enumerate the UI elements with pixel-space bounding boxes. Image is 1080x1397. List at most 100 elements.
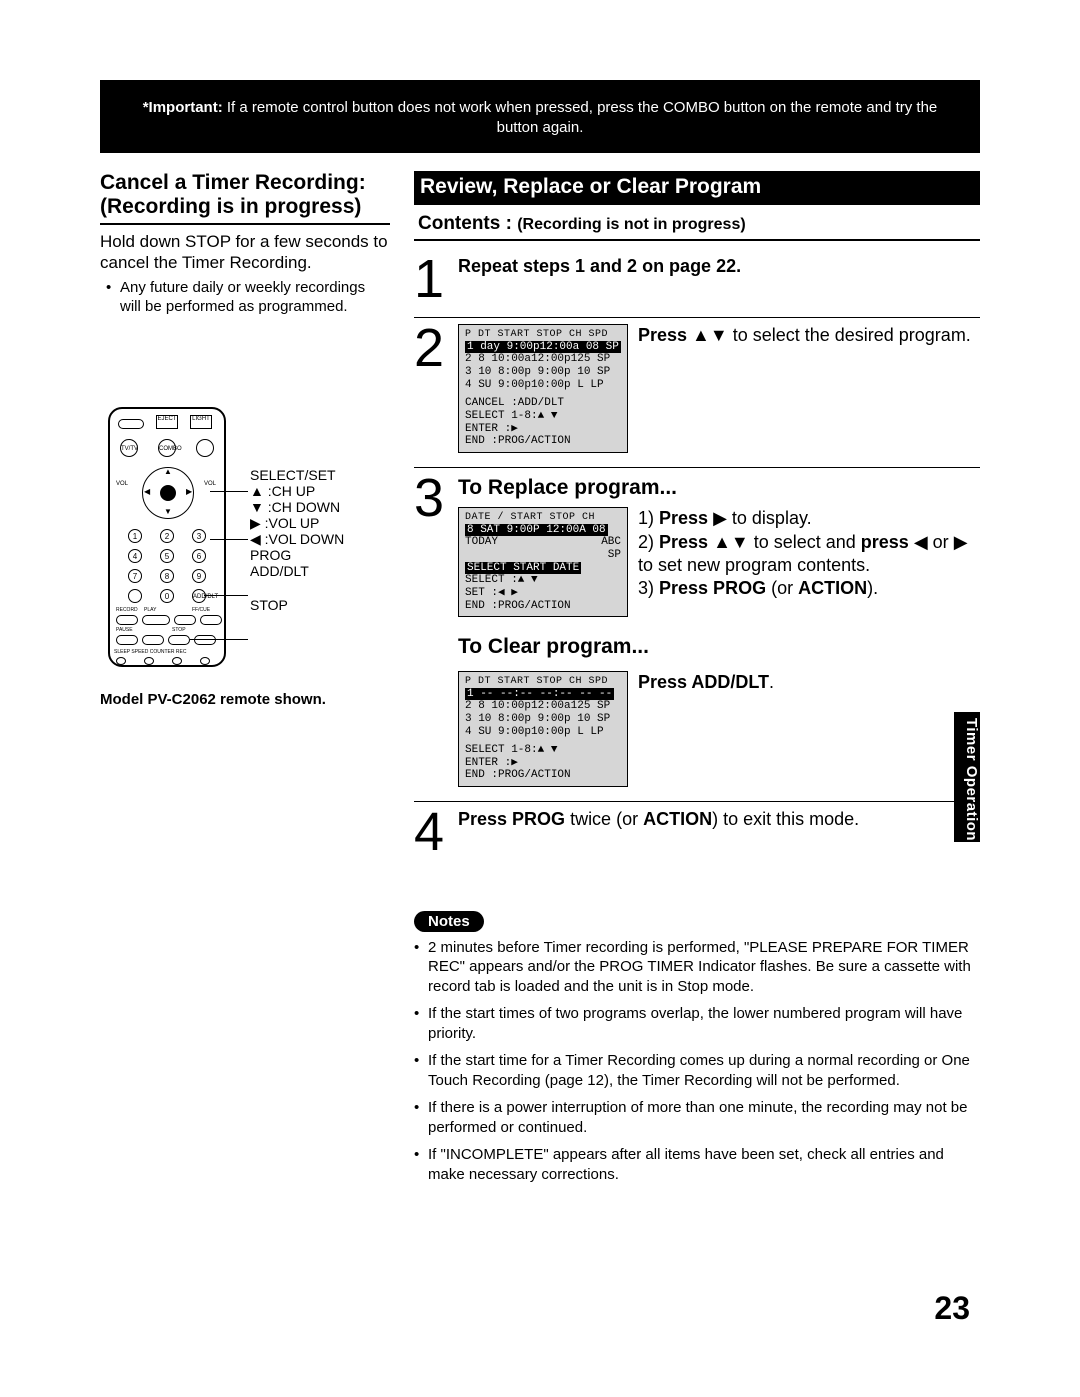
s3-2a: 2) [638,532,659,552]
cancel-bullet-1: Any future daily or weekly recordings wi… [106,279,390,317]
s3-1a: 1) [638,508,659,528]
osd3-sp: SP [465,549,621,562]
s4-t2: ) to exit this mode. [712,809,859,829]
osd2-sel: 1 day 9:00p12:00a 08 SP [465,341,621,354]
review-heading-main: Review, Replace or Clear Program [414,171,980,205]
osd2-r2: 2 8 10:00a12:00p125 SP [465,353,621,366]
step-3-text: 1) Press ▶ to display. 2) Press ▲▼ to se… [638,507,980,617]
notes-label: Notes [414,911,484,932]
page-number: 23 [934,1290,970,1327]
important-banner: *Important: If a remote control button d… [100,80,980,153]
callout-select-set: SELECT/SET [250,467,344,483]
s3-3b: Press PROG [659,578,771,598]
remote-illustration: EJECT LIGHT TV/TV COMBO ▲ ▼ ◀ ▶ VOL VOL [100,407,390,667]
osd2-hdr: P DT START STOP CH SPD [465,329,621,341]
callout-stop: STOP [250,597,288,613]
important-label: *Important: [143,99,223,116]
step-2-rest: to select the desired program. [728,325,971,345]
s3-3d: ACTION [798,578,867,598]
remote-body: EJECT LIGHT TV/TV COMBO ▲ ▼ ◀ ▶ VOL VOL [108,407,226,667]
note-1: 2 minutes before Timer recording is perf… [414,938,980,997]
osd3-hdr: DATE / START STOP CH [465,512,621,524]
s4-b3: ACTION [643,809,712,829]
s4-b2: (or [616,809,643,829]
remote-callouts: SELECT/SET ▲ :CH UP ▼ :CH DOWN ▶ :VOL UP… [250,467,344,547]
s3-2c: to select and [749,532,861,552]
s3-2b: Press [659,532,713,552]
manual-page: *Important: If a remote control button d… [0,0,1080,1397]
note-4: If there is a power interruption of more… [414,1098,980,1137]
cancel-bullets: Any future daily or weekly recordings wi… [106,279,390,317]
callout-vol-up: ▶ :VOL UP [250,515,344,531]
cancel-heading-l2: (Recording is in progress) [100,195,361,218]
clear-text: Press ADD/DLT. [638,671,980,787]
osdc-l3: END :PROG/ACTION [465,769,621,782]
remote-callouts-3: STOP [250,597,288,613]
s3-3e: ). [867,578,878,598]
osd2-l3: ENTER :▶ [465,423,621,436]
step-2: 2 P DT START STOP CH SPD 1 day 9:00p12:0… [414,318,980,468]
clear-dot: . [769,672,774,692]
osdc-hdr: P DT START STOP CH SPD [465,676,621,688]
osd3-ssd: SELECT START DATE [465,562,581,575]
step-3: 3 To Replace program... DATE / START STO… [414,468,980,621]
s4-b1: Press PROG [458,809,570,829]
step-2-num: 2 [414,324,458,373]
s3-2d: press [861,532,914,552]
clear-press: Press ADD/DLT [638,672,769,692]
important-text: If a remote control button does not work… [223,99,938,136]
osd3-l1: SELECT :▲ ▼ [465,574,621,587]
note-3: If the start time for a Timer Recording … [414,1051,980,1090]
model-caption: Model PV-C2062 remote shown. [100,691,390,708]
osdc-r4: 4 SU 9:00p10:00p L LP [465,726,621,739]
notes-list: 2 minutes before Timer recording is perf… [414,938,980,1185]
left-column: Cancel a Timer Recording: (Recording is … [100,171,390,1193]
step-4-text: Press PROG twice (or ACTION) to exit thi… [458,808,980,831]
callout-prog: PROG [250,547,309,563]
osd2-l1: CANCEL :ADD/DLT [465,397,621,410]
s3-1b: Press [659,508,713,528]
osdc-r3: 3 10 8:00p 9:00p 10 SP [465,713,621,726]
osdc-l1: SELECT 1-8:▲ ▼ [465,744,621,757]
clear-heading: To Clear program... [458,635,980,659]
review-heading-sub: Contents : (Recording is not in progress… [418,213,746,234]
callout-ch-down: ▼ :CH DOWN [250,499,344,515]
osd3-l2: SET :◀ ▶ [465,587,621,600]
step-3-heading: To Replace program... [458,474,980,501]
osd2-l4: END :PROG/ACTION [465,435,621,448]
clear-block: P DT START STOP CH SPD 1 -- --:-- --:-- … [414,665,980,802]
step-2-osd: P DT START STOP CH SPD 1 day 9:00p12:00a… [458,324,628,453]
step-3-osd: DATE / START STOP CH 8 SAT 9:00P 12:00A … [458,507,628,617]
step-4-num: 4 [414,808,458,857]
osdc-sel: 1 -- --:-- --:-- -- -- [465,688,614,701]
callout-add-dlt: ADD/DLT [250,563,309,579]
cancel-heading: Cancel a Timer Recording: (Recording is … [100,171,390,225]
cancel-body: Hold down STOP for a few seconds to canc… [100,231,390,274]
note-2: If the start times of two programs overl… [414,1004,980,1043]
osd3-l3: END :PROG/ACTION [465,600,621,613]
callout-vol-down: ◀ :VOL DOWN [250,531,344,547]
s4-t1: twice [570,809,616,829]
step-2-text: Press ▲▼ to select the desired program. [638,324,980,453]
clear-osd: P DT START STOP CH SPD 1 -- --:-- --:-- … [458,671,628,787]
step-1: 1 Repeat steps 1 and 2 on page 22. [414,249,980,319]
osd2-r4: 4 SU 9:00p10:00p L LP [465,379,621,392]
osd3-today: TODAY [465,536,498,549]
osdc-r2: 2 8 10:00p12:00a125 SP [465,700,621,713]
osd2-l2: SELECT 1-8:▲ ▼ [465,410,621,423]
step-1-text: Repeat steps 1 and 2 on page 22. [458,256,741,276]
note-5: If "INCOMPLETE" appears after all items … [414,1145,980,1184]
review-heading-block: Review, Replace or Clear Program Content… [414,171,980,241]
s3-3c: (or [771,578,798,598]
columns: Cancel a Timer Recording: (Recording is … [100,171,980,1193]
step-1-num: 1 [414,255,458,304]
step-2-press: Press [638,325,687,345]
step-4: 4 Press PROG twice (or ACTION) to exit t… [414,802,980,871]
osd3-sel: 8 SAT 9:00P 12:00A 08 [465,524,608,537]
notes-section: Notes 2 minutes before Timer recording i… [414,911,980,1185]
s3-2e: or [928,532,954,552]
osd3-abc: ABC [601,536,621,549]
cancel-heading-l1: Cancel a Timer Recording: [100,171,366,194]
osdc-l2: ENTER :▶ [465,757,621,770]
step-3-num: 3 [414,474,458,523]
